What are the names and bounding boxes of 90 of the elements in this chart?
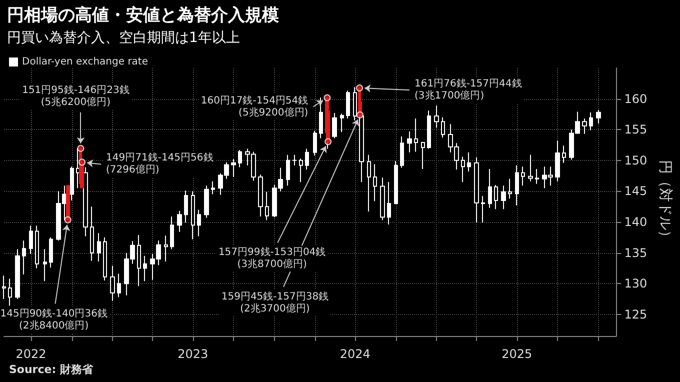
candlestick <box>319 97 323 139</box>
candlestick <box>494 184 498 210</box>
candlestick <box>427 110 431 150</box>
candlestick <box>434 105 439 128</box>
candlestick <box>501 185 506 210</box>
candlestick <box>589 112 593 131</box>
x-tick-label: 2022 <box>16 347 46 361</box>
candlestick <box>481 196 485 224</box>
candlestick <box>137 234 141 287</box>
candlestick <box>380 177 385 221</box>
candlestick <box>110 265 115 302</box>
candlestick <box>340 113 344 133</box>
annotation: 157円99銭-153円04銭 (3兆8700億円) <box>218 247 326 270</box>
x-tick-label: 2025 <box>502 347 532 361</box>
y-tick-label: 150 <box>624 153 648 168</box>
candlestick <box>15 248 20 300</box>
y-tick-label: 135 <box>624 246 648 260</box>
candlestick <box>467 152 471 172</box>
annotation: 149円71銭-145円56銭 (7296億円) <box>106 152 214 176</box>
candlestick <box>117 273 121 298</box>
candlestick <box>400 136 404 168</box>
y-tick-label: 160 <box>624 92 648 106</box>
candlestick <box>191 190 195 240</box>
candlestick <box>97 232 101 262</box>
candlestick <box>43 248 47 282</box>
x-tick-label: 2024 <box>340 347 370 361</box>
candlestick <box>346 90 350 120</box>
y-tick-label: 140 <box>624 215 648 230</box>
y-tick-label: 155 <box>624 122 648 137</box>
y-axis-title: 円（対ドル） <box>657 160 673 244</box>
candlestick <box>521 166 525 186</box>
candlestick <box>70 166 74 201</box>
annotation: 159円45銭-157円38銭 (2兆3700億円) <box>221 291 329 314</box>
candlestick <box>373 164 377 202</box>
candlestick <box>528 154 533 182</box>
candlestick <box>184 190 188 224</box>
legend-label: Dollar-yen exchange rate <box>22 56 148 68</box>
candlestick <box>35 225 39 269</box>
candlestick <box>197 209 201 237</box>
y-tick-label: 125 <box>624 307 648 322</box>
annotation: 151円95銭-146円23銭 (5兆6200億円) <box>22 84 130 108</box>
candlestick <box>265 191 269 221</box>
candlestick <box>2 275 6 300</box>
candlestick <box>143 255 147 282</box>
candlestick <box>367 154 371 212</box>
candlestick <box>596 109 601 124</box>
candlestick <box>238 149 242 168</box>
candlestick <box>414 118 418 152</box>
x-tick-label: 2023 <box>178 347 208 361</box>
annotation: 145円90銭-140円36銭 (2兆8400億円) <box>0 308 108 332</box>
candlestick <box>582 118 587 134</box>
annotation: 161円76銭-157円44銭 (3兆1700億円) <box>414 78 522 102</box>
candlestick <box>103 236 107 282</box>
candlestick <box>555 140 560 182</box>
candlestick <box>407 130 412 153</box>
candlestick <box>90 206 94 262</box>
candlestick <box>421 141 425 170</box>
candlestick <box>299 158 303 182</box>
candlestick <box>170 216 174 250</box>
candlestick <box>231 158 236 178</box>
candlestick <box>332 112 337 139</box>
candlestick <box>49 236 53 268</box>
candlestick <box>313 130 317 156</box>
candlestick <box>164 235 168 262</box>
candlestick <box>177 210 182 232</box>
source-note: Source: 財務省 <box>9 363 94 376</box>
candlestick <box>22 240 26 275</box>
candlestick <box>211 180 215 195</box>
candlestick <box>305 148 309 170</box>
candlestick <box>286 154 290 186</box>
candlestick <box>508 178 512 200</box>
candlestick <box>29 225 33 255</box>
candlestick <box>387 181 391 225</box>
candlestick <box>204 185 209 218</box>
y-tick-label: 145 <box>624 184 648 198</box>
chart-subtitle: 円買い為替介入、空白期間は1年以上 <box>7 30 240 46</box>
candlestick <box>83 166 88 237</box>
chart-title: 円相場の高値・安値と為替介入規模 <box>7 6 279 26</box>
candlestick <box>258 174 263 217</box>
candlestick <box>535 168 539 184</box>
annotation: 160円17銭-154円54銭 (5兆9200億円) <box>200 95 308 118</box>
candlestick <box>474 156 479 224</box>
candlestick <box>562 145 566 164</box>
candlestick <box>461 156 465 182</box>
candlestick <box>292 154 297 166</box>
candlestick <box>515 164 519 206</box>
candlestick <box>441 116 445 138</box>
candlestick <box>394 160 398 205</box>
y-tick-label: 130 <box>624 276 648 291</box>
candlestick <box>488 168 492 208</box>
